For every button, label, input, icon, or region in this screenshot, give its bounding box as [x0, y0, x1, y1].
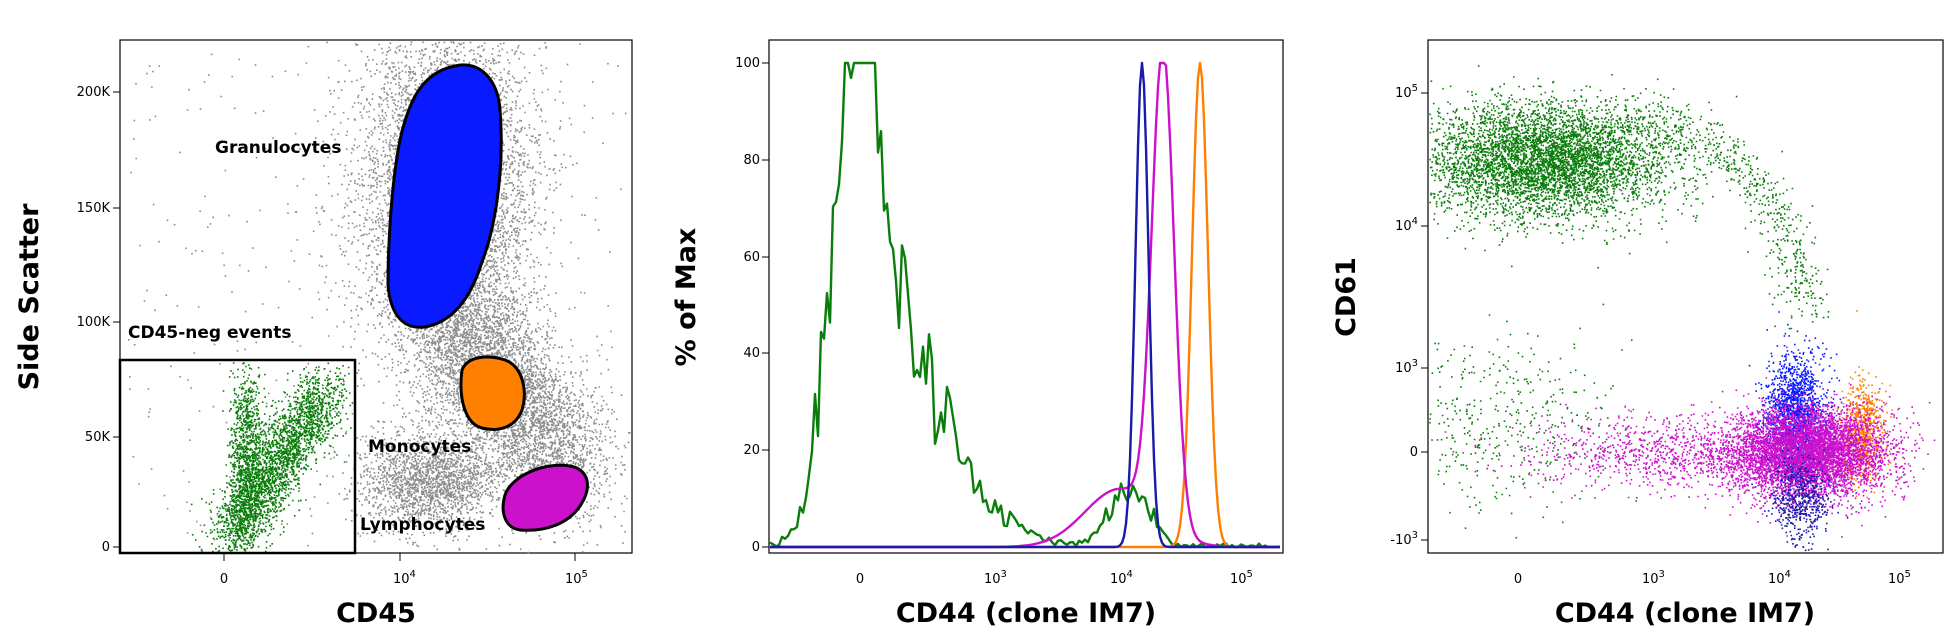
- panel2-x-title: CD44 (clone IM7): [896, 598, 1156, 629]
- magenta-events-core: [1625, 346, 1936, 538]
- panel2-y-title: % of Max: [671, 228, 702, 367]
- label-monocytes: Monocytes: [368, 437, 471, 457]
- p2-ytick-80: 80: [743, 153, 760, 168]
- gate-cd45-neg: [118, 358, 357, 555]
- p2-ytick-20: 20: [743, 443, 760, 458]
- p2-ytick-100: 100: [735, 56, 760, 71]
- panel2-y-axis: 0 20 40 60 80 100: [735, 56, 769, 555]
- panel2-series: [769, 61, 1281, 549]
- panel-cd44-cd61: -103 0 103 104 105 0 103 104 105 CD44 (c…: [1331, 39, 1944, 629]
- gate-lymphocytes: [501, 463, 589, 532]
- panel1-x-axis: 0 104 105: [220, 553, 588, 587]
- panel3-x-axis: 0 103 104 105: [1514, 569, 1911, 587]
- label-granulocytes: Granulocytes: [215, 138, 341, 158]
- panel-cd44-histogram: 0 20 40 60 80 100 0 103 104 105 CD44 (cl…: [671, 39, 1284, 629]
- panel3-y-axis: -103 0 103 104 105: [1390, 83, 1428, 548]
- panel1-y-axis: 0 50K 100K 150K 200K: [77, 85, 120, 555]
- green-events-cd45-neg: [190, 362, 354, 553]
- panel1-y-title: Side Scatter: [14, 203, 45, 391]
- green-events-cd45-neg-arm: [221, 362, 273, 552]
- panel2-plot-frame: [768, 39, 1284, 554]
- p1-ytick-0: 0: [102, 540, 110, 555]
- label-lymphocytes: Lymphocytes: [360, 515, 485, 535]
- p1-ytick-200k: 200K: [77, 85, 111, 100]
- p3-ytick-0: 0: [1410, 445, 1418, 460]
- gray-events-mid: [384, 166, 631, 554]
- p3-xtick-1e3: 103: [1642, 569, 1665, 587]
- p3-ytick-1e3: 103: [1395, 358, 1418, 376]
- p2-ytick-40: 40: [743, 346, 760, 361]
- gray-events-lower: [311, 401, 582, 551]
- p2-ytick-60: 60: [743, 250, 760, 265]
- gate-monocytes: [459, 355, 526, 431]
- gate-granulocytes: [386, 63, 503, 329]
- panel3-x-title: CD44 (clone IM7): [1555, 598, 1815, 629]
- p3-xtick-1e4: 104: [1768, 569, 1791, 587]
- panel3-events: [1429, 65, 1936, 552]
- green-events-cd61-high: [1429, 65, 1777, 269]
- p2-xtick-1e4: 104: [1110, 569, 1133, 587]
- p3-xtick-0: 0: [1514, 572, 1522, 587]
- p1-ytick-100k: 100K: [77, 315, 111, 330]
- label-cd45-neg: CD45-neg events: [128, 323, 292, 343]
- p2-ytick-0: 0: [752, 540, 760, 555]
- p1-xtick-1e4: 104: [393, 569, 416, 587]
- p3-xtick-1e5: 105: [1888, 569, 1911, 587]
- panel2-x-axis: 0 103 104 105: [856, 569, 1253, 587]
- panel3-y-title: CD61: [1331, 257, 1362, 337]
- p2-xtick-0: 0: [856, 572, 864, 587]
- panel-cd45-ssc: Granulocytes CD45-neg events Monocytes L…: [14, 39, 633, 629]
- p1-ytick-150k: 150K: [77, 201, 111, 216]
- p2-xtick-1e5: 105: [1230, 569, 1253, 587]
- p1-xtick-1e5: 105: [565, 569, 588, 587]
- p1-xtick-0: 0: [220, 572, 228, 587]
- p1-ytick-50k: 50K: [85, 430, 111, 445]
- p3-ytick-1e4: 104: [1395, 216, 1418, 234]
- p3-ytick-1e5: 105: [1395, 83, 1418, 101]
- p2-xtick-1e3: 103: [984, 569, 1007, 587]
- series-darkblue: [770, 61, 1280, 549]
- panel1-x-title: CD45: [336, 598, 416, 629]
- darkblue-events-tail: [1764, 447, 1839, 552]
- p3-ytick-neg1e3: -103: [1390, 530, 1418, 548]
